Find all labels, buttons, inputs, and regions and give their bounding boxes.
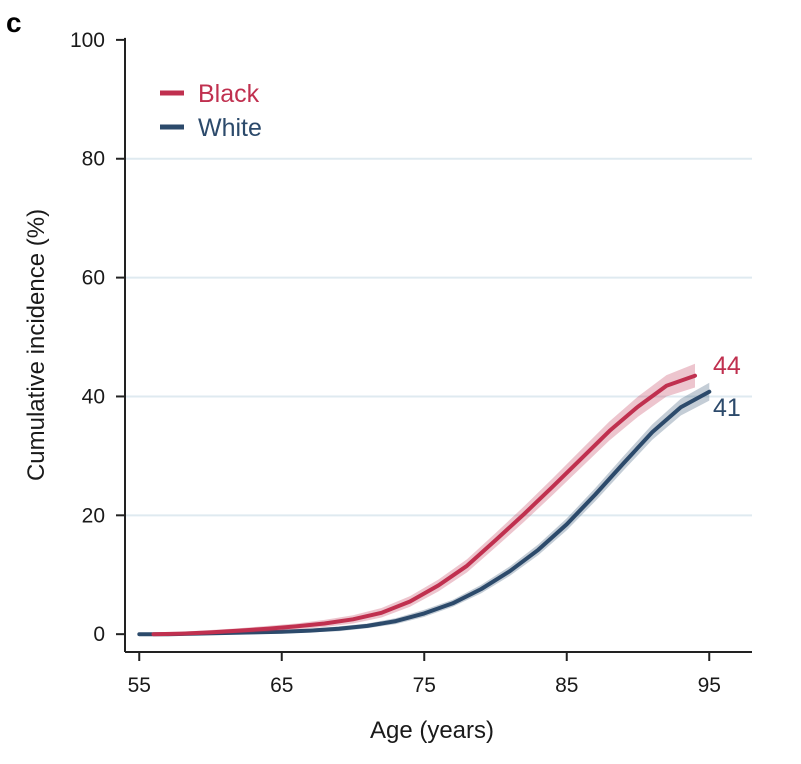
- y-tick-label: 40: [82, 385, 105, 408]
- x-tick-label: 65: [270, 674, 293, 697]
- end-label-black: 44: [713, 352, 741, 380]
- tick-labels: 0 20 40 60 80 100 55 65 75 85 95: [70, 29, 721, 697]
- y-tick-label: 20: [82, 504, 105, 527]
- series-line-black: [151, 373, 697, 637]
- panel-letter: c: [6, 7, 22, 38]
- y-tick-label: 80: [82, 148, 105, 171]
- x-tick-label: 95: [698, 674, 721, 697]
- end-label-white: 41: [713, 394, 741, 422]
- x-tick-label: 55: [128, 674, 151, 697]
- legend-white-label: White: [198, 114, 262, 142]
- x-tick-label: 75: [413, 674, 436, 697]
- legend-black-label: Black: [198, 80, 260, 108]
- y-tick-label: 60: [82, 267, 105, 290]
- y-tick-label: 100: [70, 29, 105, 52]
- y-tick-label: 0: [93, 623, 105, 646]
- x-axis-title: Age (years): [370, 717, 494, 744]
- x-tick-label: 85: [555, 674, 578, 697]
- y-axis-title: Cumulative incidence (%): [23, 209, 50, 481]
- legend: Black White: [160, 80, 262, 142]
- grid-lines: [125, 157, 752, 517]
- axes: [124, 37, 752, 653]
- data-series: [137, 363, 712, 637]
